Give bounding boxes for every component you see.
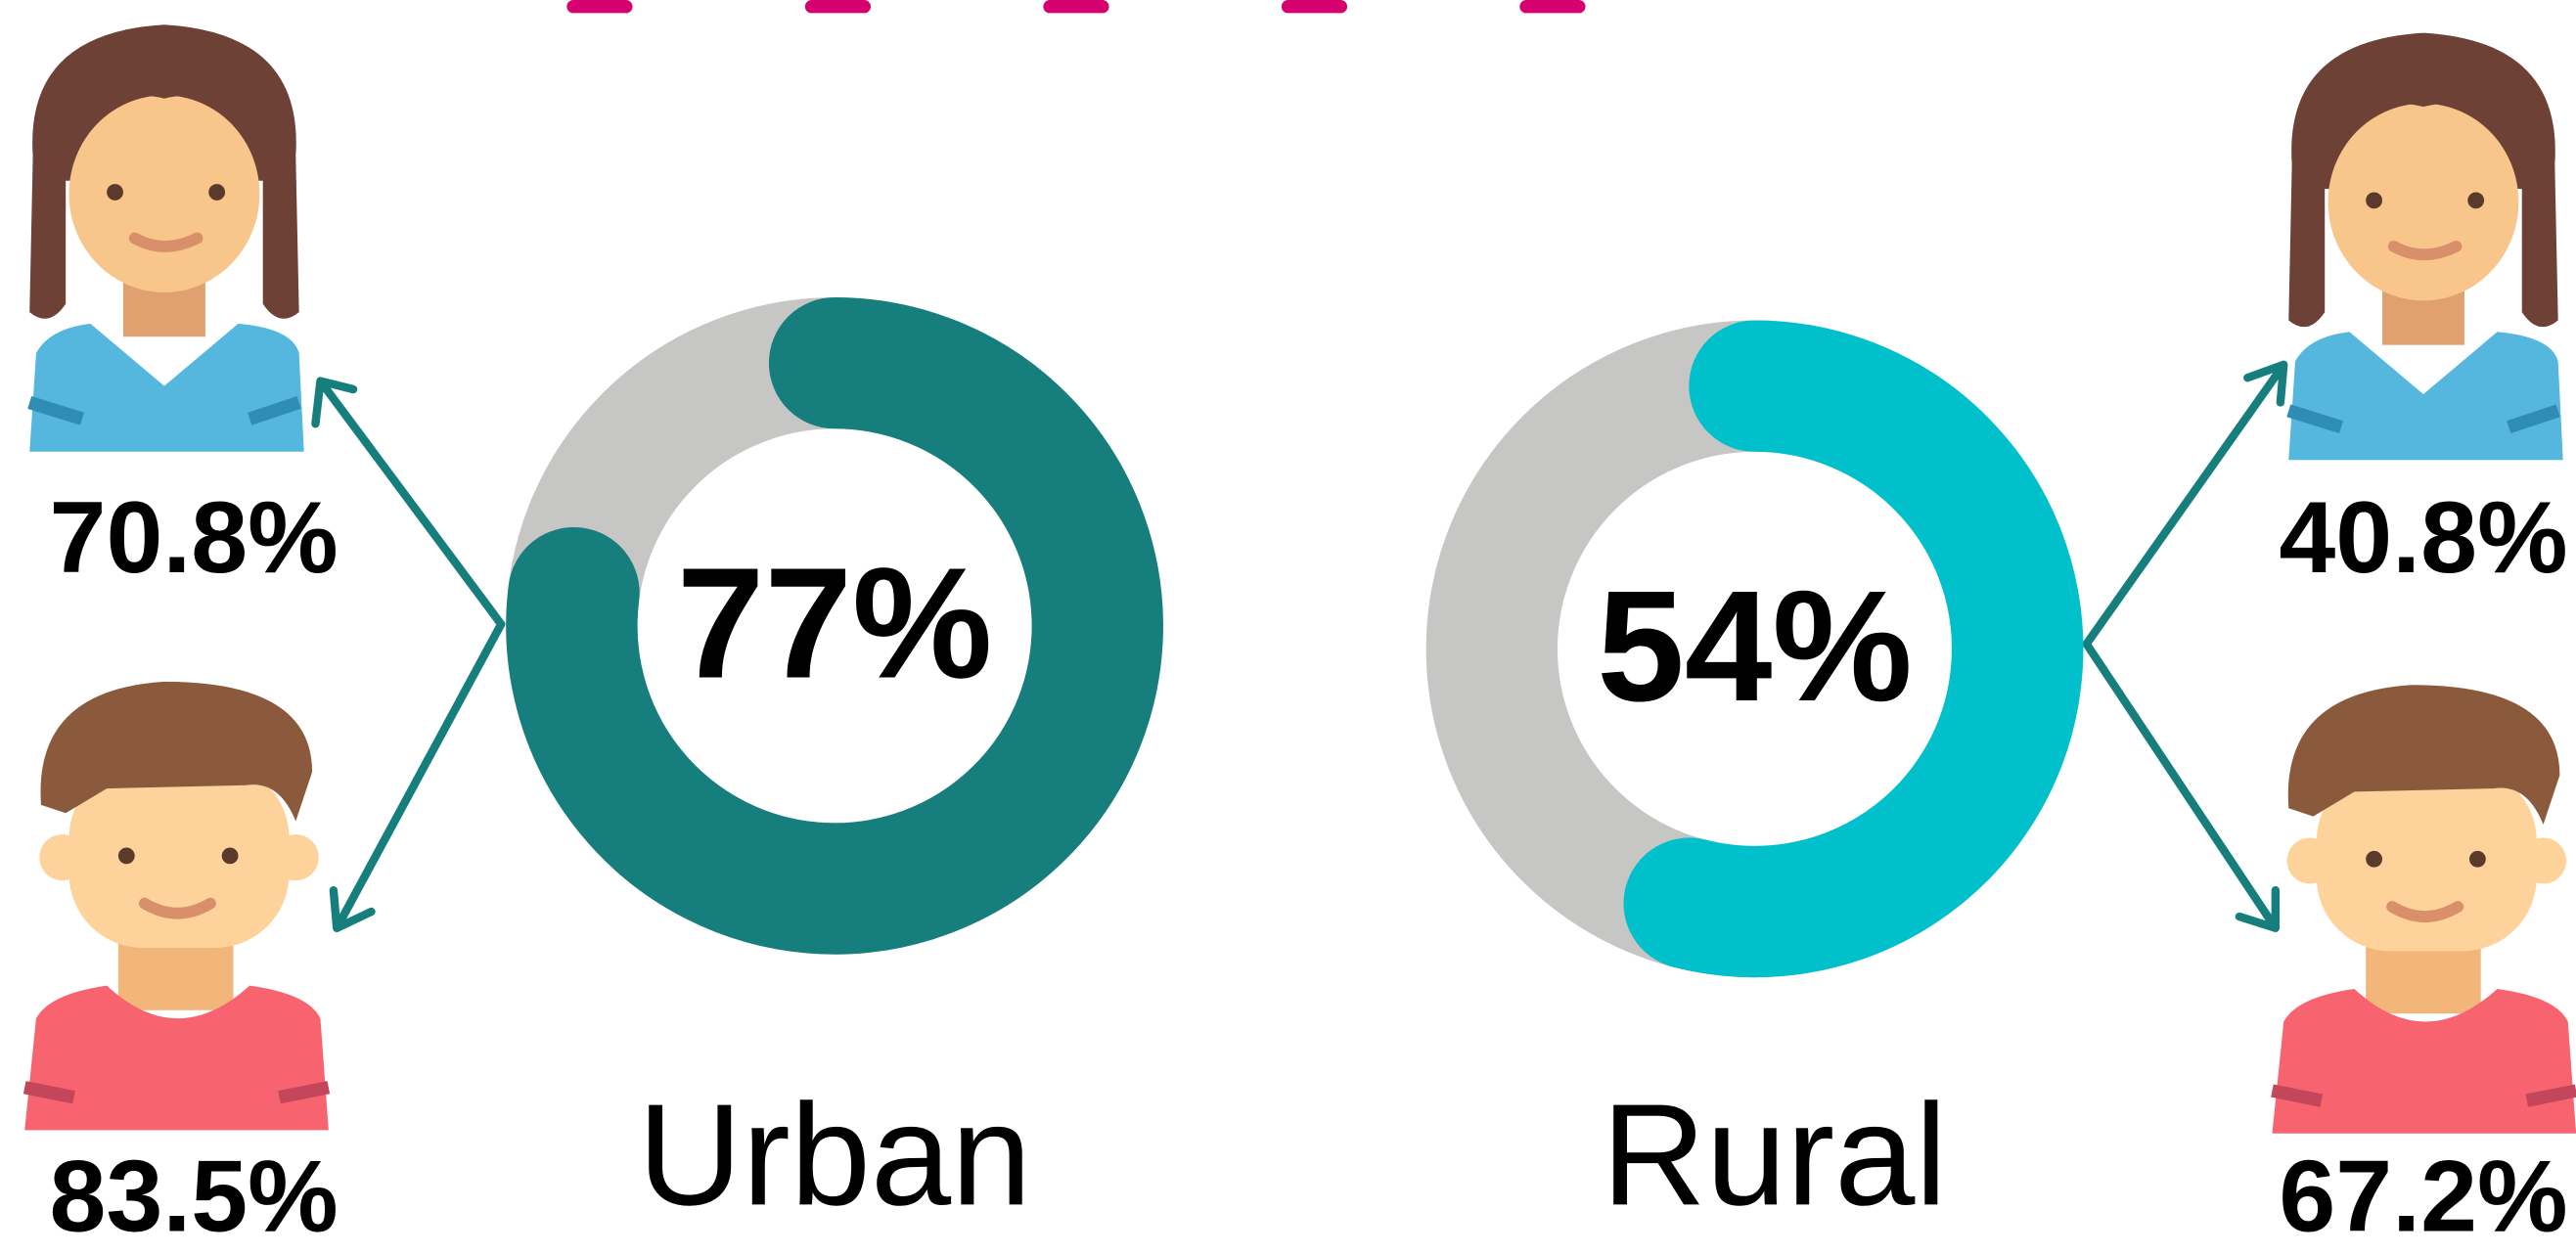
category-title: Rural: [1602, 1074, 1947, 1235]
center-value-label: 77%: [677, 535, 993, 711]
breakdown-value-label: 67.2%: [2279, 1140, 2567, 1253]
male-icon: [24, 682, 329, 1130]
male-icon: [2272, 685, 2576, 1133]
scene: 77% Urban 70.8% 83.5% 54% Rural 40.8% 67.2%: [24, 0, 2576, 1253]
breakdown-value-label: 40.8%: [2279, 481, 2567, 595]
female-icon: [2288, 33, 2562, 461]
infographic: 77% Urban 70.8% 83.5% 54% Rural 40.8% 67.2%: [0, 0, 2576, 1254]
breakdown-value-label: 83.5%: [50, 1140, 339, 1253]
center-value-label: 54%: [1597, 559, 1913, 735]
breakdown-value-label: 70.8%: [50, 481, 339, 595]
category-title: Urban: [638, 1074, 1031, 1235]
female-icon: [29, 24, 303, 452]
header-decoration: [566, 0, 1585, 13]
